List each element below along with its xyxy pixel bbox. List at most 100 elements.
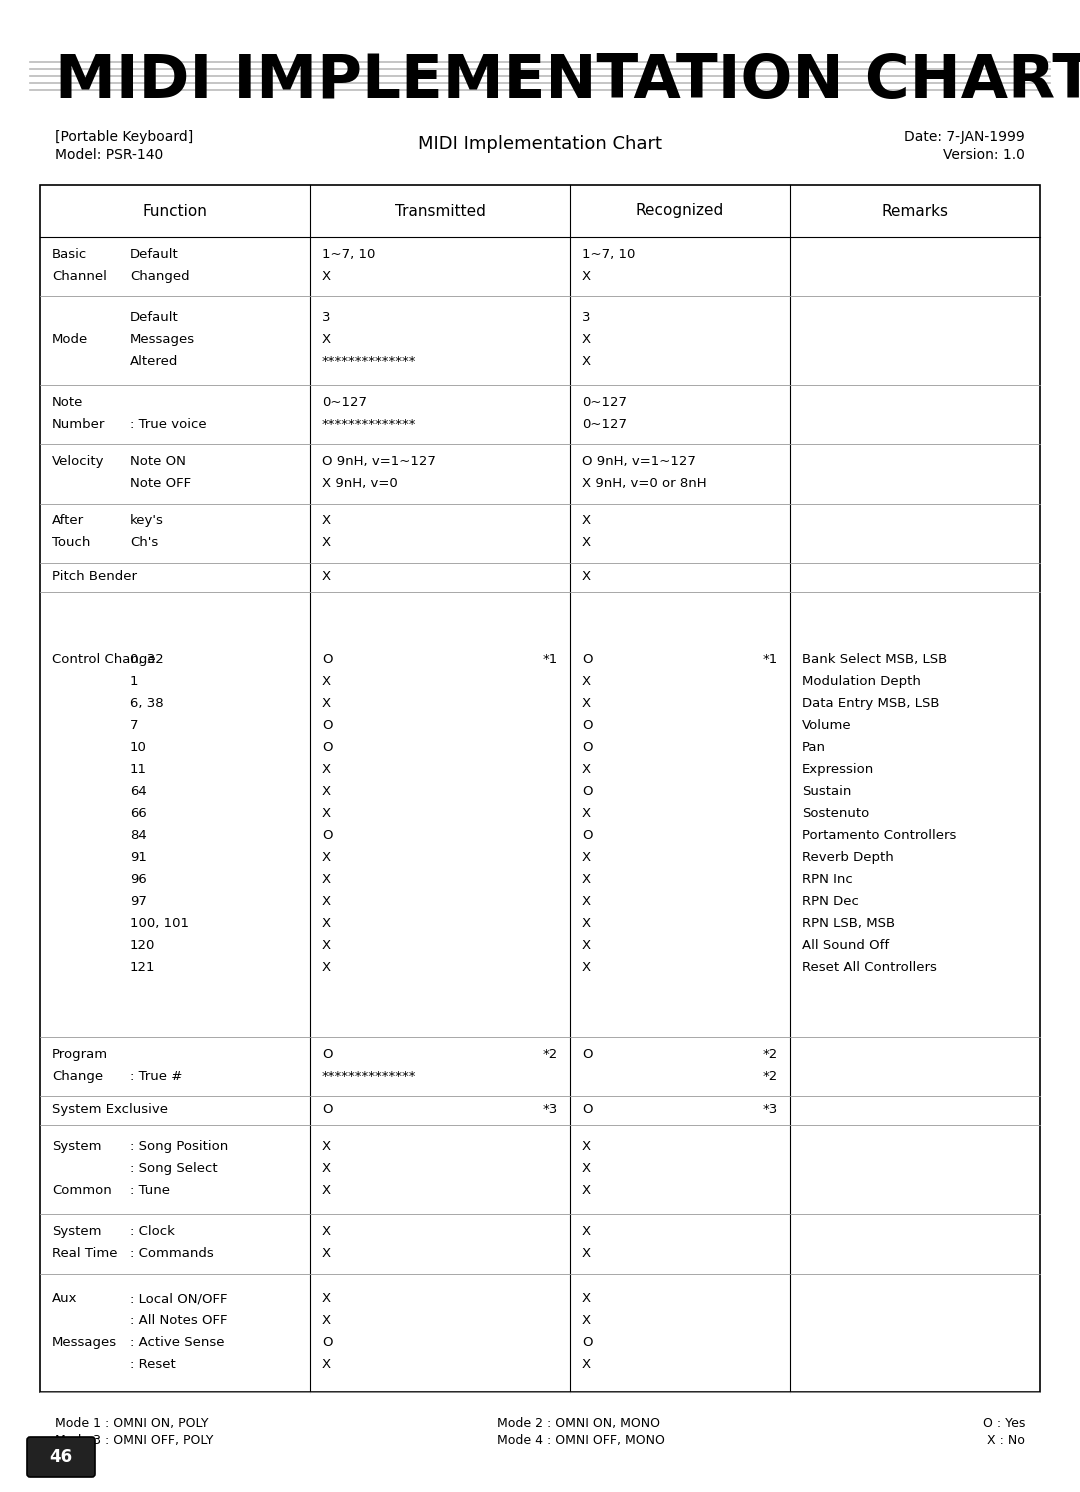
Text: 0, 32: 0, 32 [130, 653, 164, 665]
Text: 6, 38: 6, 38 [130, 697, 164, 710]
Text: 66: 66 [130, 807, 147, 819]
Text: All Sound Off: All Sound Off [802, 938, 889, 952]
Text: X: X [582, 570, 591, 583]
Text: 3: 3 [322, 310, 330, 324]
Text: *2: *2 [543, 1047, 558, 1061]
Text: Pan: Pan [802, 742, 826, 753]
Text: : Clock: : Clock [130, 1225, 175, 1238]
Text: 97: 97 [130, 895, 147, 907]
Text: X: X [322, 1185, 332, 1197]
Text: X: X [582, 674, 591, 688]
Text: X: X [322, 1162, 332, 1176]
Text: Altered: Altered [130, 355, 178, 369]
Text: Mode: Mode [52, 333, 89, 346]
Text: System: System [52, 1225, 102, 1238]
Text: System: System [52, 1140, 102, 1153]
Text: O: O [582, 653, 593, 665]
Text: : Reset: : Reset [130, 1358, 176, 1371]
Text: X: X [322, 762, 332, 776]
Text: Mode 4 : OMNI OFF, MONO: Mode 4 : OMNI OFF, MONO [497, 1434, 664, 1447]
Text: Transmitted: Transmitted [394, 203, 485, 218]
Text: 100, 101: 100, 101 [130, 916, 189, 930]
Text: X: X [582, 1225, 591, 1238]
Text: X 9nH, v=0: X 9nH, v=0 [322, 477, 397, 491]
Text: X: X [582, 895, 591, 907]
Text: Date: 7-JAN-1999: Date: 7-JAN-1999 [904, 130, 1025, 145]
Text: X: X [582, 515, 591, 528]
Text: X: X [582, 697, 591, 710]
Text: O: O [582, 1335, 593, 1349]
Text: Note OFF: Note OFF [130, 477, 191, 491]
Text: 96: 96 [130, 873, 147, 886]
Text: O: O [322, 653, 333, 665]
Text: 121: 121 [130, 961, 156, 974]
Text: Changed: Changed [130, 270, 190, 283]
Text: Expression: Expression [802, 762, 874, 776]
Text: : Active Sense: : Active Sense [130, 1335, 225, 1349]
Text: Modulation Depth: Modulation Depth [802, 674, 921, 688]
Text: System Exclusive: System Exclusive [52, 1103, 168, 1116]
Text: O : Yes: O : Yes [983, 1417, 1025, 1429]
Text: Change: Change [52, 1070, 103, 1083]
Text: X: X [582, 1140, 591, 1153]
Text: [Portable Keyboard]: [Portable Keyboard] [55, 130, 193, 145]
Text: X: X [322, 697, 332, 710]
Text: O 9nH, v=1~127: O 9nH, v=1~127 [322, 455, 436, 468]
Text: Basic: Basic [52, 248, 87, 261]
FancyBboxPatch shape [27, 1437, 95, 1477]
Text: X: X [322, 938, 332, 952]
Text: 46: 46 [50, 1449, 72, 1467]
Text: Bank Select MSB, LSB: Bank Select MSB, LSB [802, 653, 947, 665]
Text: X: X [322, 873, 332, 886]
Text: Messages: Messages [52, 1335, 117, 1349]
Text: X: X [322, 895, 332, 907]
Text: X: X [582, 537, 591, 549]
Text: X: X [322, 850, 332, 864]
Text: 1~7, 10: 1~7, 10 [582, 248, 635, 261]
Text: X: X [582, 1358, 591, 1371]
Text: X: X [322, 1225, 332, 1238]
Text: O: O [582, 785, 593, 798]
Text: 10: 10 [130, 742, 147, 753]
Text: X: X [582, 1292, 591, 1306]
Text: X: X [582, 1162, 591, 1176]
Text: **************: ************** [322, 1070, 417, 1083]
Text: : All Notes OFF: : All Notes OFF [130, 1314, 228, 1326]
Text: Sustain: Sustain [802, 785, 851, 798]
Text: *2: *2 [762, 1070, 778, 1083]
Text: : True #: : True # [130, 1070, 183, 1083]
Text: : True voice: : True voice [130, 418, 206, 431]
Text: O: O [582, 742, 593, 753]
Text: Mode 1 : OMNI ON, POLY: Mode 1 : OMNI ON, POLY [55, 1417, 208, 1429]
Text: X: X [322, 674, 332, 688]
Text: 0~127: 0~127 [582, 395, 627, 409]
Text: X: X [322, 1247, 332, 1261]
Text: Volume: Volume [802, 719, 852, 731]
Text: X: X [582, 961, 591, 974]
Text: O 9nH, v=1~127: O 9nH, v=1~127 [582, 455, 696, 468]
Text: Reverb Depth: Reverb Depth [802, 850, 894, 864]
Text: : Local ON/OFF: : Local ON/OFF [130, 1292, 228, 1306]
Text: Aux: Aux [52, 1292, 78, 1306]
Text: Mode 2 : OMNI ON, MONO: Mode 2 : OMNI ON, MONO [497, 1417, 660, 1429]
Text: MIDI IMPLEMENTATION CHART: MIDI IMPLEMENTATION CHART [55, 52, 1080, 110]
Text: 1: 1 [130, 674, 138, 688]
Text: Note ON: Note ON [130, 455, 186, 468]
Text: **************: ************** [322, 418, 417, 431]
Text: X 9nH, v=0 or 8nH: X 9nH, v=0 or 8nH [582, 477, 706, 491]
Text: X: X [582, 916, 591, 930]
Text: X: X [582, 333, 591, 346]
Text: After: After [52, 515, 84, 528]
Text: O: O [322, 719, 333, 731]
Text: *1: *1 [762, 653, 778, 665]
Text: Common: Common [52, 1185, 111, 1197]
Text: Pitch Bender: Pitch Bender [52, 570, 137, 583]
Text: 1~7, 10: 1~7, 10 [322, 248, 376, 261]
Text: 3: 3 [582, 310, 591, 324]
Text: X: X [582, 1247, 591, 1261]
Text: Sostenuto: Sostenuto [802, 807, 869, 819]
Text: X: X [322, 1292, 332, 1306]
Text: Recognized: Recognized [636, 203, 724, 218]
Text: 11: 11 [130, 762, 147, 776]
Text: Ch's: Ch's [130, 537, 159, 549]
